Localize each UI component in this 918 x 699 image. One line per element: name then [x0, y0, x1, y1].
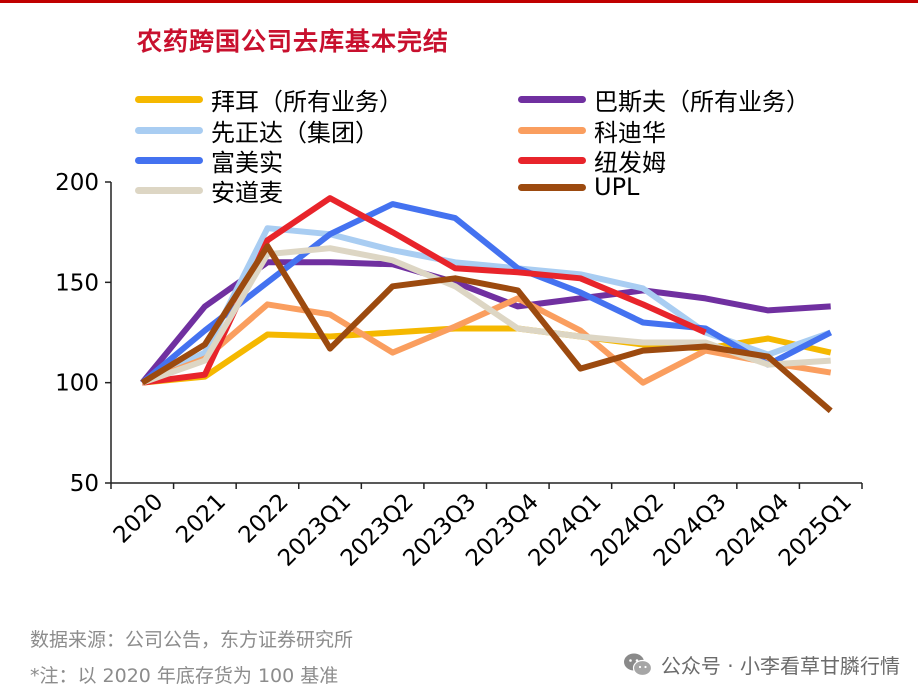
series-line-4: [141, 295, 832, 386]
x-tick-label: 2022: [234, 489, 294, 549]
legend-item: 安道麦: [135, 173, 283, 208]
legend-swatch: [135, 127, 203, 134]
legend-item: 拜耳（所有业务）: [135, 82, 403, 117]
series-line-5: [140, 201, 833, 386]
top-rule: [0, 0, 918, 3]
legend-label: 科迪华: [594, 119, 666, 147]
legend-item: UPL: [518, 173, 639, 201]
legend: 拜耳（所有业务） 巴斯夫（所有业务） 先正达（集团） 科迪华富美实 纽发姆安道麦 UPL: [0, 0, 918, 207]
legend-item: 纽发姆: [518, 143, 666, 178]
y-tick-label: 100: [55, 371, 99, 397]
legend-label: 富美实: [211, 149, 283, 177]
wechat-icon: [623, 653, 653, 676]
legend-item: 巴斯夫（所有业务）: [518, 82, 810, 117]
footnote: *注：以 2020 年底存货为 100 基准: [30, 665, 339, 687]
x-tick-label: 2021: [171, 489, 231, 549]
y-tick-label: 150: [55, 270, 99, 296]
legend-item: 科迪华: [518, 113, 666, 148]
legend-swatch: [135, 157, 203, 164]
legend-label: 拜耳（所有业务）: [211, 88, 403, 116]
series-line-8: [140, 243, 833, 414]
legend-swatch: [135, 96, 203, 103]
y-tick-label: 50: [70, 471, 99, 497]
x-tick-label: 2020: [109, 489, 169, 549]
legend-label: 先正达（集团）: [211, 119, 379, 147]
legend-swatch: [135, 187, 203, 194]
source-note: 数据来源：公司公告，东方证券研究所: [30, 629, 354, 651]
legend-item: 富美实: [135, 143, 283, 178]
legend-label: 安道麦: [211, 179, 283, 207]
y-tick-label: 200: [55, 170, 99, 196]
legend-label: 巴斯夫（所有业务）: [594, 88, 810, 116]
legend-item: 先正达（集团）: [135, 113, 379, 148]
legend-label: 纽发姆: [594, 149, 666, 177]
legend-swatch: [518, 157, 586, 164]
watermark-text: 公众号 · 小李看草甘膦行情: [660, 654, 900, 678]
legend-swatch: [518, 127, 586, 134]
legend-swatch: [518, 96, 586, 103]
legend-swatch: [518, 183, 586, 191]
chart-title: 农药跨国公司去库基本完结: [137, 27, 450, 56]
watermark: 公众号 · 小李看草甘膦行情: [623, 650, 900, 679]
legend-label: UPL: [594, 173, 640, 201]
